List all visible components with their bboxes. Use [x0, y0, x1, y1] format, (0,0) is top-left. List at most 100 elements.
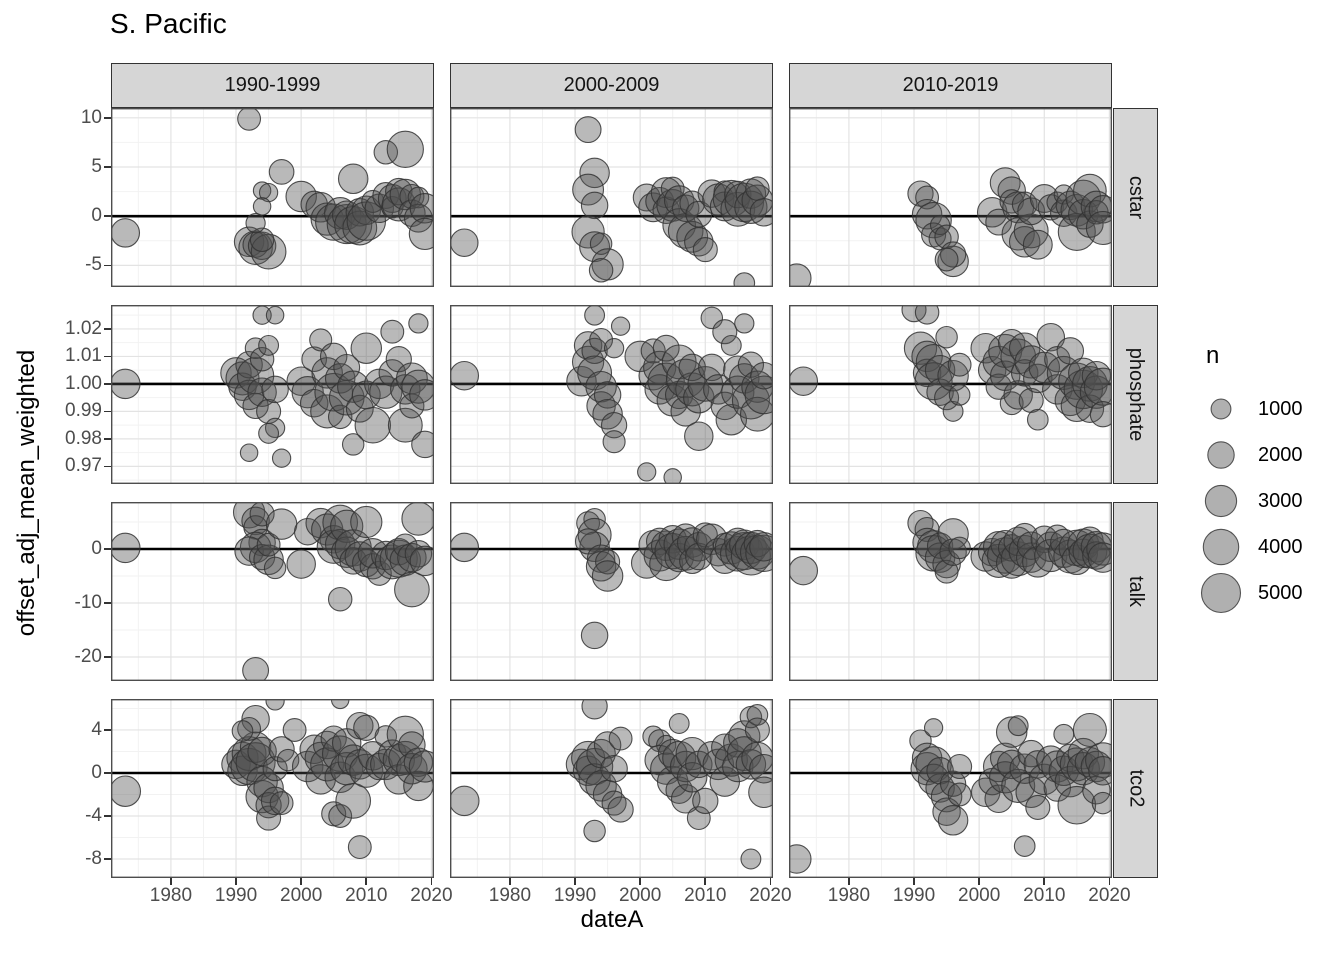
data-point: [237, 108, 262, 131]
legend-item-5000: 5000: [1198, 570, 1303, 616]
panel-cstar-1990-1999: [111, 108, 434, 287]
data-point: [111, 218, 141, 248]
data-point: [1082, 541, 1111, 570]
x-tick-mark: [769, 878, 772, 885]
data-point: [1001, 217, 1035, 251]
data-point: [111, 775, 142, 807]
x-tick-mark: [300, 878, 302, 885]
y-tick-label: -8: [85, 847, 102, 869]
data-point: [408, 313, 429, 334]
legend-key-circle-2000: [1207, 441, 1235, 469]
panel-border: [789, 699, 1112, 878]
points-cstar-2010-2019: [789, 167, 1112, 287]
data-point: [408, 217, 434, 251]
data-point: [1023, 363, 1053, 394]
panel-border: [450, 699, 773, 878]
data-point: [226, 741, 259, 775]
y-tick-mark: [104, 602, 111, 604]
y-tick-label: 1.02: [65, 317, 102, 339]
data-point: [408, 750, 434, 783]
data-point: [985, 373, 1012, 400]
legend-item-1000: 1000: [1198, 386, 1303, 432]
data-point: [239, 443, 259, 462]
panel-border: [789, 108, 1112, 287]
data-point: [245, 212, 266, 234]
data-point: [942, 400, 964, 422]
y-tick-label: 1.00: [65, 372, 102, 394]
data-point: [656, 734, 677, 756]
data-point: [595, 549, 621, 575]
data-point: [745, 534, 773, 572]
data-point: [379, 539, 418, 578]
points-cstar-1990-1999: [111, 108, 434, 270]
data-point: [265, 305, 285, 325]
data-point: [937, 805, 969, 836]
x-tick-mark: [509, 878, 511, 885]
data-point: [341, 433, 365, 456]
data-point: [692, 237, 718, 263]
panel-tco2-2010-2019: [789, 699, 1112, 878]
x-tick-label: 1980: [488, 885, 532, 906]
y-tick-label: -20: [74, 645, 102, 667]
data-point: [600, 754, 628, 783]
data-point: [286, 549, 316, 579]
data-point: [1057, 785, 1097, 825]
data-point: [316, 529, 351, 564]
data-point: [984, 784, 1013, 814]
data-point: [733, 272, 756, 287]
data-point: [1036, 322, 1066, 352]
data-point: [915, 185, 940, 210]
x-tick-label: 2020: [749, 885, 792, 906]
data-point: [600, 412, 628, 439]
panel-cstar-2010-2019: [789, 108, 1112, 287]
x-tick-mark: [1108, 878, 1111, 885]
data-point: [1028, 763, 1061, 796]
legend-item-3000: 3000: [1198, 478, 1303, 524]
grid-major: [111, 108, 434, 287]
data-point: [914, 305, 940, 325]
data-point: [378, 359, 407, 387]
y-tick-label: 0: [91, 537, 102, 559]
facet-column-strip-2010-2019: 2010-2019: [789, 63, 1112, 108]
grid-minor: [789, 502, 1112, 681]
data-point: [664, 380, 694, 410]
panel-border: [450, 305, 773, 484]
legend-key-circle-3000: [1204, 484, 1238, 518]
x-tick-mark: [430, 878, 433, 885]
data-point: [231, 720, 254, 742]
data-point: [591, 560, 624, 592]
legend-size-label: 2000: [1258, 443, 1303, 466]
data-point: [915, 201, 952, 239]
panel-phosphate-1990-1999: [111, 305, 434, 484]
data-point: [602, 430, 626, 454]
data-point: [749, 532, 773, 562]
data-point: [238, 230, 273, 265]
data-point: [583, 819, 606, 843]
data-point: [394, 571, 430, 608]
data-point: [1008, 226, 1041, 258]
data-point: [572, 173, 605, 206]
data-point: [935, 325, 958, 349]
points-tco2-1990-1999: [111, 699, 434, 860]
panel-border: [450, 502, 773, 681]
data-point: [698, 353, 726, 382]
data-point: [260, 786, 290, 816]
data-point: [409, 379, 434, 411]
y-tick-label: 1.01: [65, 345, 102, 367]
data-point: [750, 361, 773, 390]
data-point: [263, 556, 287, 580]
data-point: [409, 545, 434, 577]
legend-size-label: 5000: [1258, 581, 1303, 604]
data-point: [380, 319, 405, 344]
data-point: [1015, 776, 1047, 809]
data-point: [111, 368, 141, 400]
panel-border: [789, 305, 1112, 484]
x-tick-label: 2010: [684, 885, 727, 906]
data-point: [310, 747, 345, 782]
x-tick-label: 1980: [149, 885, 193, 906]
data-point: [584, 305, 606, 326]
facet-row-label-phosphate: phosphate: [1125, 347, 1148, 442]
legend-circle: [1202, 528, 1240, 566]
points-phosphate-2000-2009: [450, 305, 773, 484]
data-point: [607, 796, 634, 823]
